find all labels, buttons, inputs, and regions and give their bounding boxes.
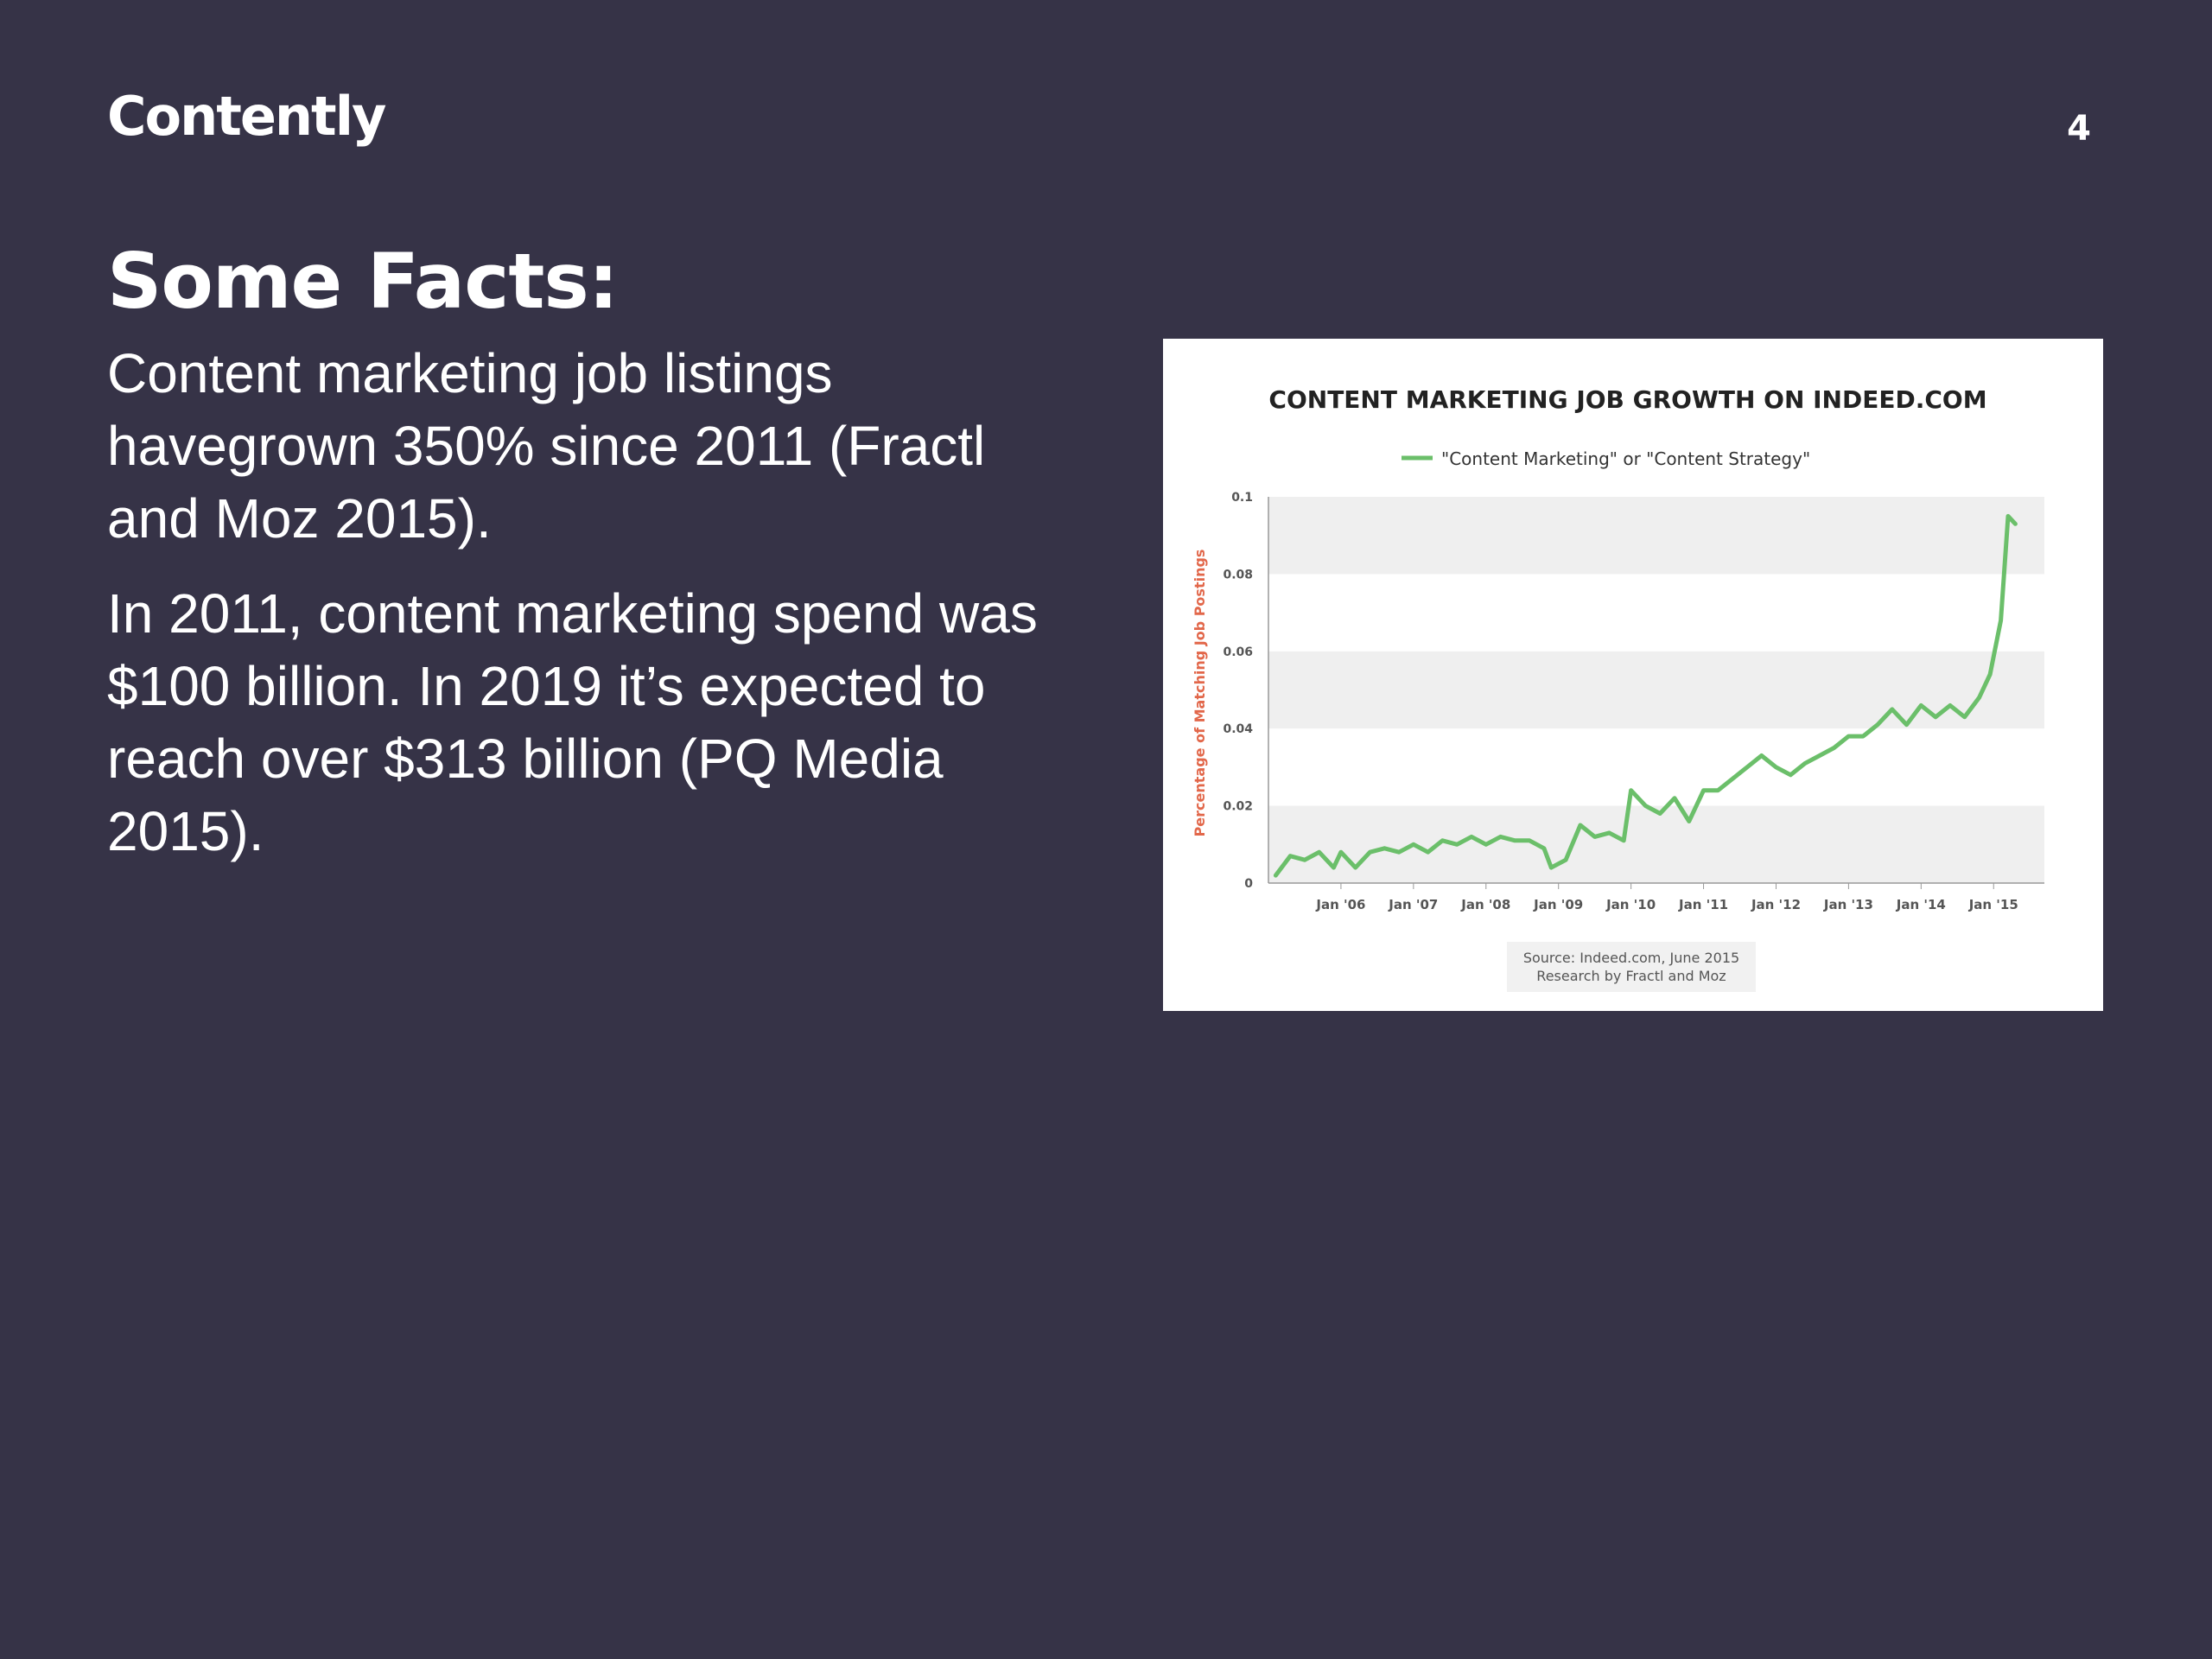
y-tick-label: 0.1 <box>1231 491 1253 505</box>
y-tick-label: 0.06 <box>1223 645 1253 659</box>
x-tick-label: Jan '12 <box>1751 897 1801 912</box>
job-growth-chart: CONTENT MARKETING JOB GROWTH ON INDEED.C… <box>1192 385 2044 992</box>
x-tick-label: Jan '13 <box>1823 897 1873 912</box>
page-number: 4 <box>2067 109 2091 149</box>
x-tick-label: Jan '11 <box>1678 897 1728 912</box>
y-tick-label: 0.08 <box>1223 568 1253 582</box>
contently-logo: Contently <box>107 85 386 148</box>
x-tick-label: Jan '14 <box>1896 897 1946 912</box>
y-axis-label: Percentage of Matching Job Postings <box>1192 550 1208 837</box>
chart-card: CONTENT MARKETING JOB GROWTH ON INDEED.C… <box>1163 339 2103 1011</box>
x-tick-label: Jan '09 <box>1533 897 1583 912</box>
x-tick-label: Jan '10 <box>1605 897 1656 912</box>
x-tick-label: Jan '08 <box>1460 897 1510 912</box>
source-note-box <box>1507 942 1756 992</box>
grid-band <box>1268 805 2044 883</box>
y-tick-labels: 0 0.02 0.04 0.06 0.08 0.1 <box>1223 491 1253 891</box>
y-tick-label: 0.04 <box>1223 722 1253 736</box>
source-note-line-1: Source: Indeed.com, June 2015 <box>1523 950 1739 966</box>
x-tick-label: Jan '15 <box>1968 897 2018 912</box>
grid-band <box>1268 651 2044 729</box>
fact-marketing-spend: In 2011, content marketing spend was $10… <box>107 582 1038 862</box>
grid-bands <box>1268 497 2044 883</box>
x-tick-label: Jan '06 <box>1315 897 1365 912</box>
y-tick-label: 0 <box>1244 877 1253 891</box>
chart-title: CONTENT MARKETING JOB GROWTH ON INDEED.C… <box>1268 385 1986 414</box>
x-tick-label: Jan '07 <box>1388 897 1438 912</box>
source-note-line-2: Research by Fractl and Moz <box>1536 968 1726 984</box>
fact-job-listings: Content marketing job listings havegrown… <box>107 342 986 550</box>
grid-band <box>1268 497 2044 575</box>
x-tick-labels: Jan '06 Jan '07 Jan '08 Jan '09 Jan '10 Jan '… <box>1315 883 2018 912</box>
y-tick-label: 0.02 <box>1223 800 1253 814</box>
series-line-content-marketing <box>1273 513 2018 878</box>
facts-list: Content marketing job listings havegrown… <box>107 337 1075 890</box>
slide-heading: Some Facts: <box>107 237 619 326</box>
legend-label: "Content Marketing" or "Content Strategy… <box>1441 448 1810 469</box>
